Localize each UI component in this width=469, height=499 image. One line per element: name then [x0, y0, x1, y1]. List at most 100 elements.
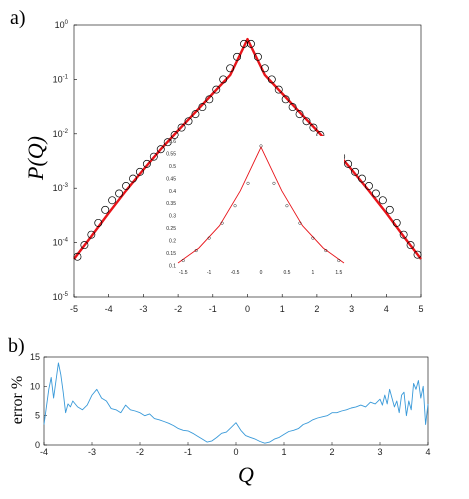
inset-data-point: [194, 249, 198, 253]
main-x-tick-label: 2: [314, 304, 319, 314]
inset-y-tick-label: 0.5: [169, 164, 176, 170]
main-data-point: [406, 241, 415, 250]
error-y-tick-label: 15: [30, 352, 40, 362]
inset-x-ticks: -1.5 -1 -0.5 0 0.5 1 1.5: [179, 270, 343, 276]
inset-x-tick-label: 1.5: [335, 270, 342, 276]
main-data-point: [142, 159, 151, 168]
inset-y-tick-label: 0.35: [166, 201, 176, 207]
main-x-tick-label: 5: [418, 304, 423, 314]
main-data-point: [191, 110, 200, 119]
panel-b-label: b): [8, 335, 25, 357]
inset-x-tick-label: -0.5: [231, 270, 240, 276]
main-data-point: [94, 218, 103, 227]
main-data-point: [253, 52, 262, 61]
error-x-tick-label: 3: [377, 447, 382, 457]
error-x-tick-label: -3: [88, 447, 96, 457]
main-data-point: [399, 230, 408, 239]
main-y-tick-label: 10-5: [53, 292, 69, 302]
main-data-point: [295, 110, 304, 119]
main-x-tick-label: -1: [209, 304, 217, 314]
error-series: [43, 362, 429, 444]
main-fit-line: [73, 37, 422, 260]
inset-y-tick-label: 0.2: [169, 239, 176, 245]
main-data-point: [149, 152, 158, 161]
inset-y-tick-label: 0.45: [166, 176, 176, 182]
inset-data-point: [311, 236, 315, 240]
main-data-point: [170, 131, 179, 139]
panel-a-label: a): [10, 7, 26, 29]
main-data-point: [135, 167, 144, 176]
inset-plot: -1.5 -1 -0.5 0 0.5 1 1.5 0.1 0.15 0.2 0.25 0.3 0.35…: [166, 136, 345, 276]
error-x-tick-label: -1: [184, 447, 192, 457]
error-x-tick-label: 1: [281, 447, 286, 457]
main-y-tick-label: 10-3: [53, 183, 69, 193]
main-data-point: [385, 205, 394, 214]
main-data-point: [212, 85, 221, 94]
error-x-tick-label: -2: [136, 447, 144, 457]
main-data-point: [371, 189, 380, 198]
main-data-point: [198, 103, 207, 112]
inset-data-point: [272, 181, 276, 185]
main-data-point: [177, 123, 186, 132]
error-x-axis-title: Q: [238, 462, 254, 487]
main-data-point: [344, 159, 353, 168]
inset-data-point: [233, 204, 237, 208]
main-y-tick-label: 10-1: [53, 74, 69, 84]
inset-background: [178, 136, 344, 268]
inset-data-point: [285, 204, 289, 208]
inset-y-tick-label: 0.25: [166, 226, 176, 232]
main-series: [73, 37, 422, 261]
main-y-tick-label: 10-2: [53, 129, 69, 139]
main-data-point: [156, 145, 165, 154]
main-data-point: [281, 95, 290, 104]
error-y-tick-label: 10: [30, 381, 40, 391]
main-data-point: [226, 64, 235, 73]
main-data-point: [302, 117, 311, 126]
inset-data-point: [207, 236, 211, 240]
main-plot: -5 -4 -3 -2 -1 0 1 2 3 4 5 10010-110-210-310-410-5…: [23, 20, 424, 314]
inset-y-tick-label: 0.3: [169, 214, 176, 220]
main-x-tick-label: -2: [174, 304, 182, 314]
inset-data-point: [324, 249, 328, 253]
main-y-tick-label: 100: [55, 20, 69, 30]
main-x-tick-label: 4: [384, 304, 389, 314]
main-data-point: [274, 85, 283, 94]
main-data-point: [80, 241, 89, 250]
main-data-point: [122, 181, 131, 190]
error-y-tick-label: 5: [35, 411, 40, 421]
main-y-axis-title: P(Q): [23, 136, 48, 181]
inset-y-ticks: 0.1 0.15 0.2 0.25 0.3 0.35 0.4 0.45 0.5 0.55 0.6: [166, 139, 176, 270]
main-x-ticks: -5 -4 -3 -2 -1 0 1 2 3 4 5: [70, 294, 424, 314]
main-data-point: [365, 181, 373, 190]
inset-data-point: [246, 181, 250, 185]
main-data-point: [351, 167, 360, 176]
error-plot: -4 -3 -2 -1 0 1 2 3 4 0 5 10 15 error % Q: [9, 352, 431, 487]
inset-y-tick-label: 0.55: [166, 151, 176, 157]
main-data-point: [219, 75, 228, 84]
main-data-point: [309, 123, 318, 132]
main-data-point: [129, 174, 137, 183]
inset-y-tick-label: 0.1: [169, 264, 176, 270]
inset-data-point: [298, 221, 302, 225]
inset-series: [177, 144, 345, 264]
error-plot-frame: [43, 356, 429, 446]
main-data-point: [413, 250, 422, 259]
error-line: [43, 362, 429, 444]
main-data-point: [392, 218, 401, 227]
main-data-point: [247, 39, 255, 48]
inset-y-tick-label: 0.4: [169, 189, 176, 195]
main-data-point: [73, 252, 82, 261]
error-x-ticks: -4 -3 -2 -1 0 1 2 3 4: [40, 442, 431, 457]
main-x-tick-label: 0: [245, 304, 250, 314]
error-x-tick-label: 0: [233, 447, 238, 457]
inset-x-tick-label: -1: [207, 270, 212, 276]
main-data-point: [378, 196, 387, 205]
inset-data-point: [181, 259, 185, 263]
inset-y-tick-label: 0.15: [166, 251, 176, 257]
main-data-point: [115, 189, 124, 198]
main-data-point: [260, 64, 269, 73]
main-data-point: [87, 230, 96, 239]
inset-x-tick-label: -1.5: [179, 270, 188, 276]
main-x-tick-label: -5: [70, 304, 78, 314]
